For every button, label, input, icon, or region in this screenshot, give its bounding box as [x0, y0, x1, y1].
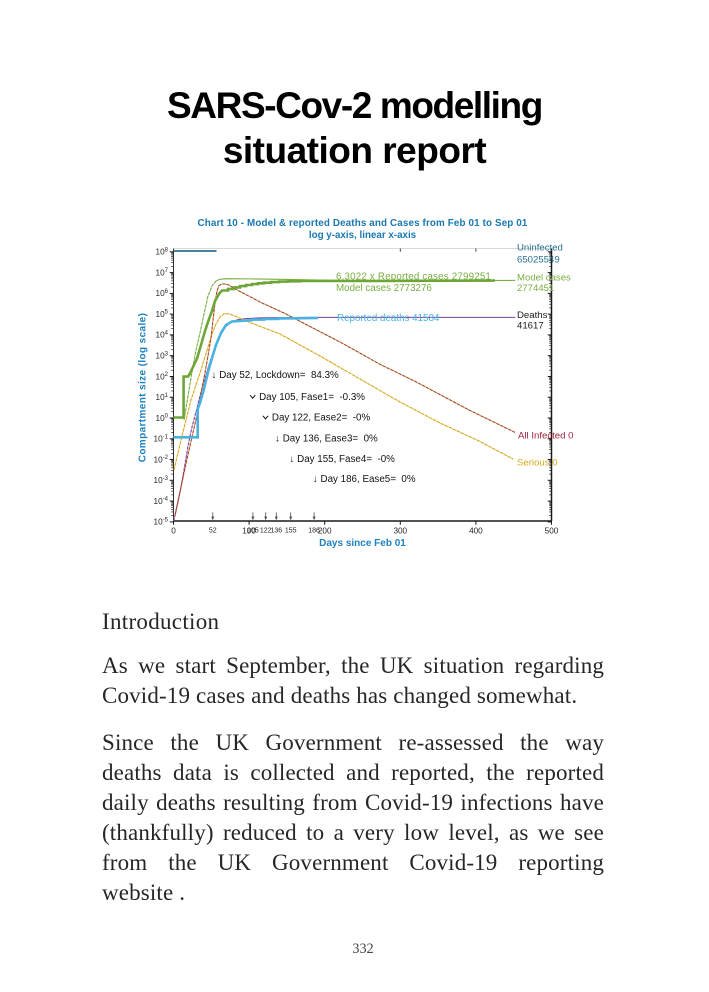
svg-text:↓ Day 52, Lockdown= 84.3%: ↓ Day 52, Lockdown= 84.3%: [212, 370, 339, 381]
svg-text:Serious 0: Serious 0: [517, 458, 558, 469]
svg-text:10-2: 10-2: [154, 455, 169, 464]
svg-text:10-4: 10-4: [154, 497, 169, 506]
svg-text:10-3: 10-3: [154, 476, 169, 485]
svg-text:500: 500: [545, 526, 559, 535]
svg-text:0: 0: [171, 526, 176, 535]
svg-text:100: 100: [242, 526, 256, 535]
svg-text:Deaths: Deaths: [517, 310, 548, 321]
svg-text:Days since Feb 01: Days since Feb 01: [319, 538, 406, 549]
svg-text:103: 103: [156, 351, 169, 360]
svg-text:100: 100: [156, 414, 169, 423]
svg-text:65025549: 65025549: [517, 254, 560, 265]
svg-text:300: 300: [393, 526, 407, 535]
svg-text:186: 186: [308, 527, 320, 534]
svg-text:104: 104: [156, 331, 169, 340]
svg-text:41617: 41617: [517, 320, 544, 331]
svg-text:105: 105: [247, 527, 259, 534]
svg-text:200: 200: [318, 526, 332, 535]
svg-text:Model cases 2773276: Model cases 2773276: [336, 283, 432, 294]
svg-text:155: 155: [285, 527, 297, 534]
svg-text:Model cases: Model cases: [517, 272, 571, 283]
svg-text:Compartment size (log scale): Compartment size (log scale): [138, 313, 149, 463]
svg-text:108: 108: [156, 247, 169, 256]
svg-text:101: 101: [156, 393, 169, 402]
svg-text:136: 136: [270, 527, 282, 534]
svg-text:log y-axis, linear x-axis: log y-axis, linear x-axis: [309, 230, 417, 241]
svg-text:6.3022 x Reported cases 279925: 6.3022 x Reported cases 2799251: [336, 271, 491, 282]
svg-text:10-5: 10-5: [154, 517, 169, 526]
svg-text:10-1: 10-1: [154, 434, 169, 443]
svg-text:Day 122, Ease2= -0%: Day 122, Ease2= -0%: [272, 413, 371, 424]
svg-text:400: 400: [469, 526, 483, 535]
svg-text:102: 102: [156, 372, 169, 381]
svg-text:105: 105: [156, 310, 169, 319]
svg-text:2774451: 2774451: [517, 283, 554, 294]
svg-text:↓ Day 155, Fase4= -0%: ↓ Day 155, Fase4= -0%: [290, 454, 396, 465]
svg-text:Chart 10 - Model & reported De: Chart 10 - Model & reported Deaths and C…: [197, 218, 527, 229]
svg-text:Reported deaths 41584: Reported deaths 41584: [337, 313, 440, 324]
svg-text:107: 107: [156, 268, 169, 277]
svg-text:All Infected 0: All Infected 0: [518, 431, 573, 442]
svg-text:106: 106: [156, 289, 169, 298]
svg-text:Uninfected: Uninfected: [517, 242, 563, 253]
svg-text:↓ Day 136, Ease3= 0%: ↓ Day 136, Ease3= 0%: [275, 434, 378, 445]
svg-text:↓ Day 186, Ease5= 0%: ↓ Day 186, Ease5= 0%: [313, 474, 416, 485]
svg-text:122: 122: [260, 527, 272, 534]
svg-text:52: 52: [209, 527, 217, 534]
svg-text:Day 105, Fase1= -0.3%: Day 105, Fase1= -0.3%: [259, 392, 365, 403]
